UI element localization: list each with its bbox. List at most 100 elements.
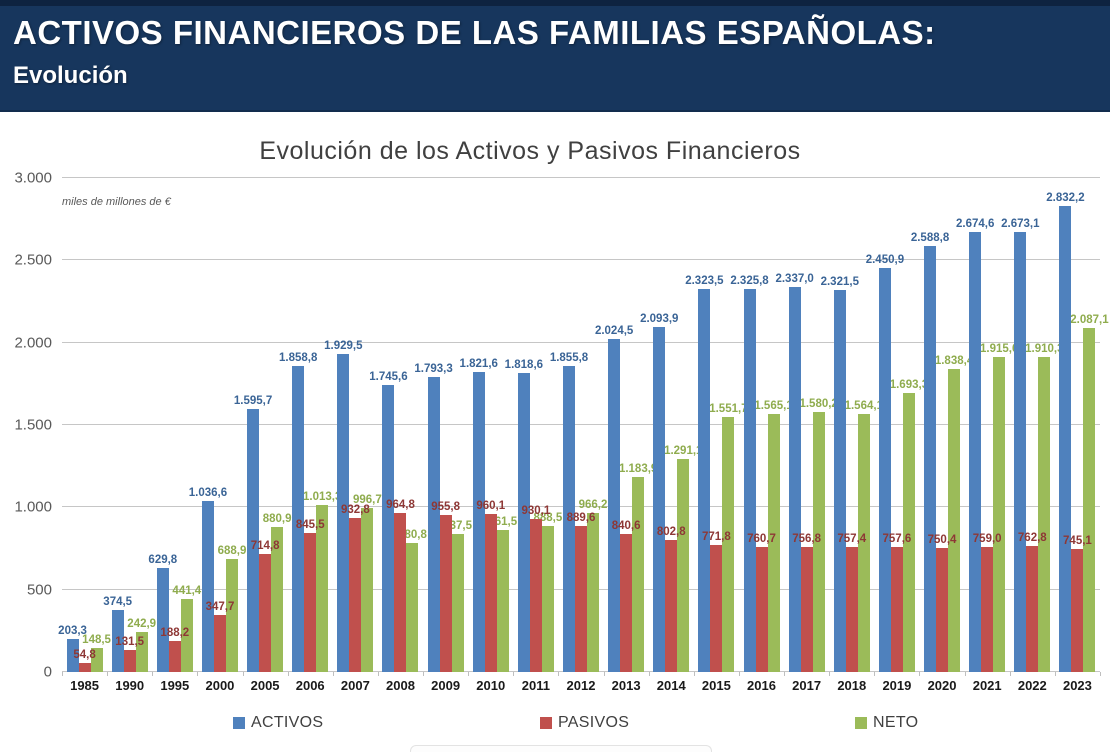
bar-neto-2007 [361,507,374,672]
data-label-neto-2012: 966,2 [578,498,608,511]
bar-pasivos-2021 [981,547,994,672]
data-label-pasivos-2012: 889,6 [566,511,596,524]
bar-pasivos-2007 [349,518,362,672]
data-label-pasivos-2023: 745,1 [1063,535,1092,548]
data-label-pasivos-1995: 188,2 [160,627,190,640]
x-axis-tickmark [513,672,515,676]
data-label-activos-2020: 2.588,8 [910,231,950,244]
data-label-activos-2019: 2.450,9 [865,254,905,267]
bar-activos-2005 [247,409,260,672]
x-axis-year-label: 2011 [521,678,550,693]
legend-label-neto: NETO [873,714,919,731]
data-label-activos-2010: 1.821,6 [459,358,498,371]
bottom-textbox-edge [410,745,712,752]
y-axis-tick-label: 2.000 [14,334,52,352]
x-axis-year-label: 2014 [656,678,686,693]
x-axis-year-label: 2000 [205,678,235,693]
data-label-pasivos-2018: 757,4 [837,533,867,546]
data-label-neto-2023: 2.087,1 [1070,314,1109,327]
data-label-neto-2005: 880,9 [262,512,292,525]
bar-activos-2017 [788,287,801,672]
x-axis-year-label: 2016 [747,678,776,693]
bar-neto-2000 [225,558,238,672]
page-title: ACTIVOS FINANCIEROS DE LAS FAMILIAS ESPA… [13,14,936,51]
bar-pasivos-2010 [484,513,497,672]
data-label-neto-2017: 1.580,2 [799,397,838,410]
bar-activos-2007 [337,354,350,672]
x-axis-tickmark [829,672,831,676]
bar-pasivos-2015 [710,544,723,672]
x-axis-tickmark [919,672,921,676]
x-axis-tickmark [242,672,244,676]
x-axis-year-label: 2023 [1062,678,1092,693]
bar-neto-2018 [857,414,870,672]
data-label-pasivos-2005: 714,8 [250,540,280,553]
header-banner: ACTIVOS FINANCIEROS DE LAS FAMILIAS ESPA… [0,0,1110,112]
data-label-neto-1985: 148,5 [82,633,111,646]
x-axis-tickmark [738,672,740,676]
x-axis-tickmark [1100,672,1101,676]
data-label-activos-2022: 2.673,1 [1001,217,1040,230]
data-label-pasivos-2010: 960,1 [476,499,506,512]
bar-pasivos-2005 [259,554,272,672]
bar-activos-2009 [427,376,440,672]
x-axis-tickmark [423,672,425,676]
bar-activos-1985 [66,638,79,672]
bar-activos-2012 [563,366,575,672]
data-label-activos-2009: 1.793,3 [414,362,453,375]
bar-activos-1990 [111,610,124,672]
bar-neto-2017 [812,411,825,672]
bar-pasivos-1985 [78,662,91,672]
data-label-pasivos-1985: 54,8 [73,648,96,661]
x-axis-year-label: 1995 [160,678,190,693]
chart-legend: ACTIVOS PASIVOS NETO [0,714,1110,740]
bar-pasivos-2011 [529,518,542,672]
x-axis-tickmark [468,672,470,676]
data-label-pasivos-2019: 757,6 [882,533,912,546]
x-axis-year-label: 2007 [340,678,370,693]
data-label-neto-2016: 1.565,1 [754,400,793,413]
bar-pasivos-2022 [1026,546,1039,672]
x-axis-tickmark [693,672,695,676]
x-axis-year-label: 2013 [611,678,641,693]
data-label-pasivos-2014: 802,8 [656,525,686,538]
bar-activos-2020 [924,245,937,672]
gridline [62,177,1100,178]
bar-neto-2006 [316,505,329,672]
data-label-neto-1995: 441,4 [172,585,202,598]
x-axis-year-label: 2015 [701,678,731,693]
bar-pasivos-1995 [168,641,181,672]
bar-activos-2016 [743,289,756,672]
data-label-neto-1990: 242,9 [127,618,157,631]
chart-title: Evolución de los Activos y Pasivos Finan… [259,137,801,165]
bar-activos-1995 [156,568,169,672]
x-axis-tickmark [197,672,199,676]
data-label-pasivos-1990: 131,5 [115,636,145,649]
bar-pasivos-2000 [213,614,226,672]
data-label-activos-2012: 1.855,8 [549,352,589,365]
data-label-pasivos-2008: 964,8 [386,499,415,512]
data-label-activos-2023: 2.832,2 [1046,191,1085,204]
bar-pasivos-2014 [665,539,678,672]
bar-activos-2000 [201,501,214,672]
data-label-neto-2006: 1.013,3 [303,491,342,504]
legend-swatch-neto [855,717,867,729]
bar-activos-2006 [292,365,305,672]
data-label-pasivos-2015: 771,8 [702,530,731,543]
bar-pasivos-2013 [620,533,633,672]
bar-neto-1985 [90,647,103,672]
data-label-neto-2015: 1.551,7 [709,402,748,415]
bar-neto-2019 [902,393,915,672]
data-label-activos-2013: 2.024,5 [594,324,634,337]
y-axis-tick-label: 500 [26,581,52,599]
y-axis-tick-label: 0 [43,663,52,681]
bar-neto-2011 [541,525,554,672]
data-label-pasivos-2016: 760,7 [747,532,776,545]
data-label-pasivos-2020: 750,4 [927,534,957,547]
bar-activos-2018 [833,289,846,672]
data-label-pasivos-2006: 845,5 [295,518,325,531]
data-label-neto-2019: 1.693,3 [889,379,929,392]
data-label-activos-2007: 1.929,5 [324,340,363,353]
data-label-pasivos-2007: 932,8 [340,504,370,517]
